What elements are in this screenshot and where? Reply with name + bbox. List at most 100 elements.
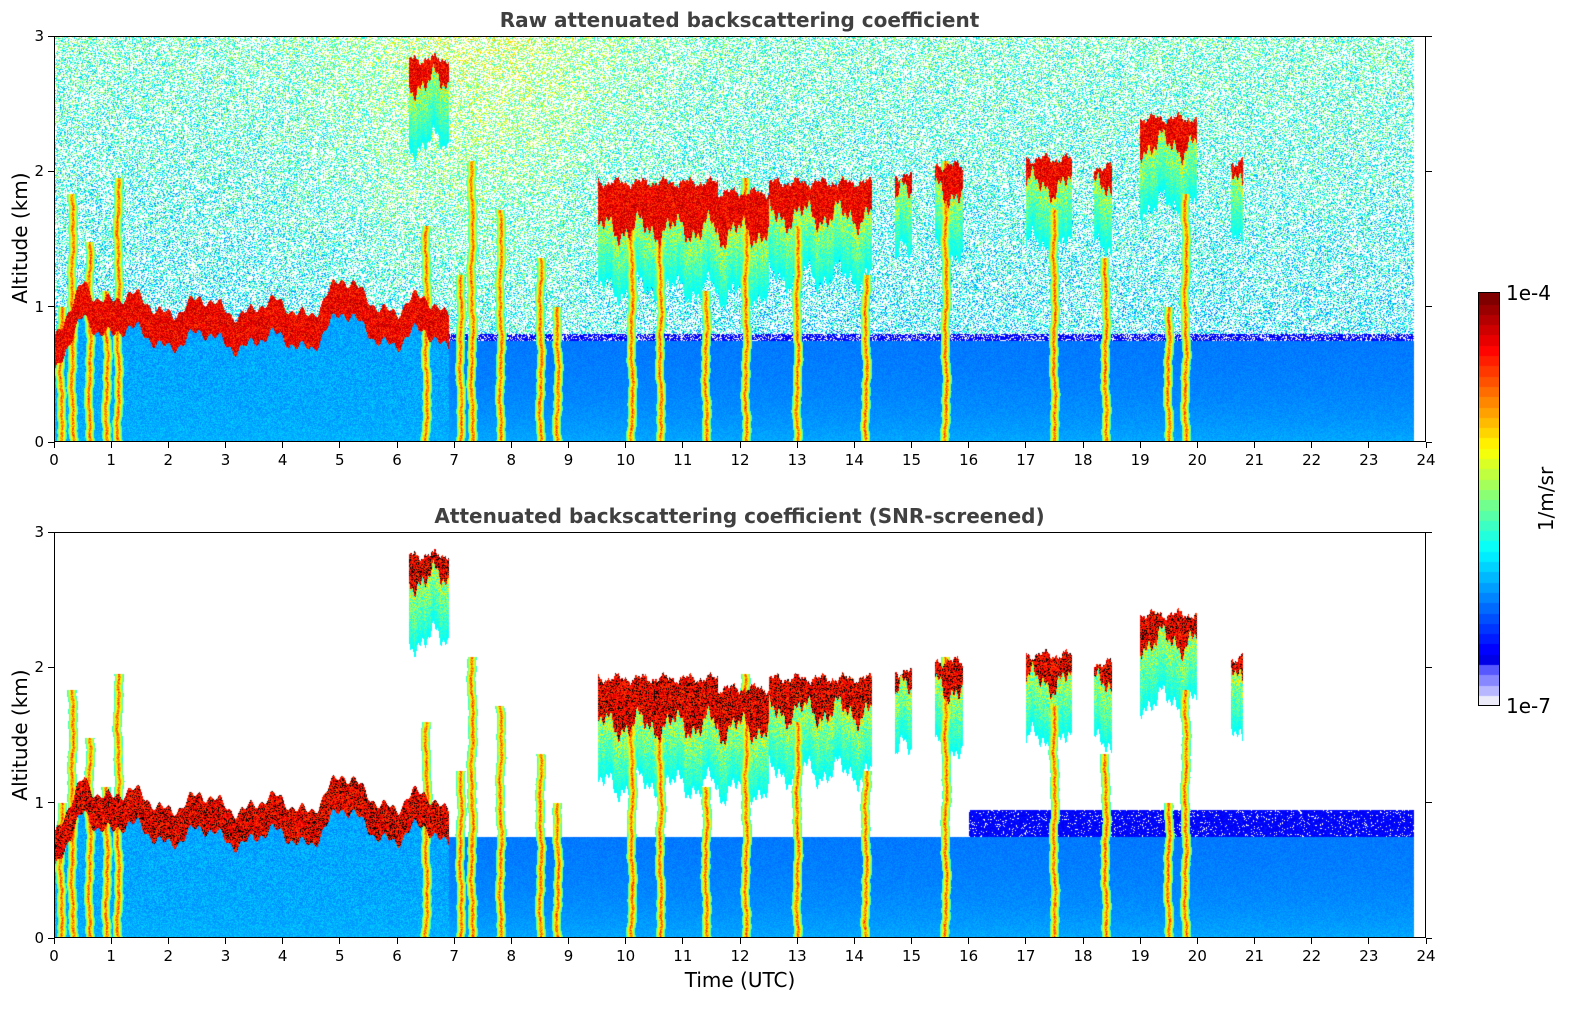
x-tick-mark — [396, 442, 398, 448]
x-tick-label: 2 — [163, 451, 174, 469]
x-tick-label: 20 — [1187, 947, 1207, 965]
x-tick-mark — [625, 442, 627, 448]
x-tick-label: 9 — [563, 947, 574, 965]
y-tick-label: 3 — [34, 27, 44, 45]
x-tick-mark — [1196, 938, 1198, 944]
colorbar-gradient — [1479, 293, 1499, 705]
x-tick-mark — [453, 938, 455, 944]
x-tick-mark — [1311, 442, 1313, 448]
x-tick-label: 16 — [959, 947, 979, 965]
y-tick-mark-right — [1426, 306, 1432, 308]
x-tick-mark — [1139, 442, 1141, 448]
x-tick-label: 1 — [106, 947, 116, 965]
y-tick-label: 2 — [34, 658, 44, 677]
y-tick-label: 3 — [34, 523, 44, 541]
x-tick-mark — [625, 938, 627, 944]
x-tick-mark — [568, 442, 569, 448]
x-tick-mark — [1311, 938, 1313, 944]
x-tick-label: 13 — [787, 451, 807, 469]
x-tick-label: 10 — [616, 947, 636, 965]
x-tick-label: 4 — [277, 451, 288, 469]
bottom-heatmap — [55, 533, 1425, 937]
x-tick-label: 1 — [106, 451, 116, 469]
x-tick-mark — [110, 442, 112, 448]
x-tick-label: 14 — [844, 451, 864, 469]
x-tick-label: 21 — [1244, 451, 1265, 469]
y-tick-mark — [48, 531, 54, 533]
bottom-plot-area — [54, 532, 1426, 938]
x-tick-label: 18 — [1073, 451, 1093, 469]
y-tick-mark-right — [1426, 802, 1432, 804]
y-tick-label: 1 — [34, 297, 44, 316]
x-tick-mark — [1025, 938, 1027, 944]
x-tick-mark — [339, 938, 341, 944]
x-tick-label: 4 — [277, 947, 288, 965]
x-tick-mark — [510, 938, 512, 944]
x-tick-label: 7 — [449, 947, 459, 965]
x-tick-label: 16 — [959, 451, 979, 469]
x-tick-label: 22 — [1302, 451, 1322, 469]
x-tick-label: 15 — [901, 947, 922, 965]
x-tick-mark — [167, 938, 169, 944]
x-tick-label: 7 — [449, 451, 459, 469]
x-tick-label: 18 — [1073, 947, 1093, 965]
x-tick-mark — [968, 442, 970, 448]
x-tick-mark — [739, 442, 741, 448]
y-tick-mark — [48, 937, 54, 939]
x-tick-mark — [396, 938, 398, 944]
x-tick-label: 24 — [1416, 947, 1436, 965]
x-tick-label: 19 — [1130, 947, 1150, 965]
x-tick-label: 12 — [730, 947, 750, 965]
x-tick-label: 3 — [220, 451, 231, 469]
y-tick-label: 2 — [34, 162, 44, 181]
x-tick-mark — [853, 938, 855, 944]
x-tick-mark — [1254, 442, 1255, 448]
top-y-axis-label: Altitude (km) — [8, 172, 32, 304]
x-tick-mark — [1368, 442, 1370, 448]
y-tick-mark-right — [1426, 441, 1432, 443]
x-tick-mark — [110, 938, 112, 944]
x-tick-label: 8 — [506, 947, 517, 965]
x-tick-label: 12 — [730, 451, 750, 469]
y-tick-mark-right — [1426, 170, 1432, 172]
x-tick-mark — [739, 938, 741, 944]
x-tick-mark — [682, 442, 684, 448]
y-tick-mark — [48, 306, 54, 308]
y-tick-mark-right — [1426, 35, 1432, 37]
x-tick-label: 20 — [1187, 451, 1207, 469]
colorbar-min-label: 1e-7 — [1506, 694, 1551, 718]
y-tick-mark — [48, 170, 54, 172]
x-tick-label: 23 — [1359, 947, 1379, 965]
top-panel-title: Raw attenuated backscattering coefficien… — [499, 8, 980, 32]
x-tick-label: 13 — [787, 947, 807, 965]
x-tick-label: 6 — [392, 451, 402, 469]
y-tick-label: 0 — [34, 433, 44, 451]
x-tick-label: 5 — [335, 947, 345, 965]
x-tick-mark — [282, 938, 284, 944]
y-tick-mark — [48, 35, 54, 37]
x-tick-label: 17 — [1016, 451, 1036, 469]
x-tick-label: 0 — [49, 451, 59, 469]
x-tick-mark — [968, 938, 970, 944]
y-tick-mark — [48, 802, 54, 804]
x-tick-label: 17 — [1016, 947, 1036, 965]
x-tick-label: 9 — [563, 451, 574, 469]
x-tick-mark — [682, 938, 684, 944]
x-tick-mark — [167, 442, 169, 448]
x-tick-mark — [53, 938, 55, 944]
x-tick-mark — [453, 442, 455, 448]
x-tick-label: 22 — [1302, 947, 1322, 965]
x-tick-label: 14 — [844, 947, 864, 965]
x-tick-label: 24 — [1416, 451, 1436, 469]
x-tick-label: 23 — [1359, 451, 1379, 469]
x-tick-label: 2 — [163, 947, 174, 965]
x-tick-label: 10 — [616, 451, 636, 469]
bottom-panel-title: Attenuated backscattering coefficient (S… — [434, 504, 1045, 528]
x-tick-mark — [1139, 938, 1141, 944]
x-tick-mark — [796, 442, 798, 448]
y-tick-mark-right — [1426, 531, 1432, 533]
x-tick-label: 6 — [392, 947, 402, 965]
x-tick-mark — [1254, 938, 1255, 944]
x-tick-mark — [1368, 938, 1370, 944]
x-tick-label: 11 — [673, 947, 693, 965]
